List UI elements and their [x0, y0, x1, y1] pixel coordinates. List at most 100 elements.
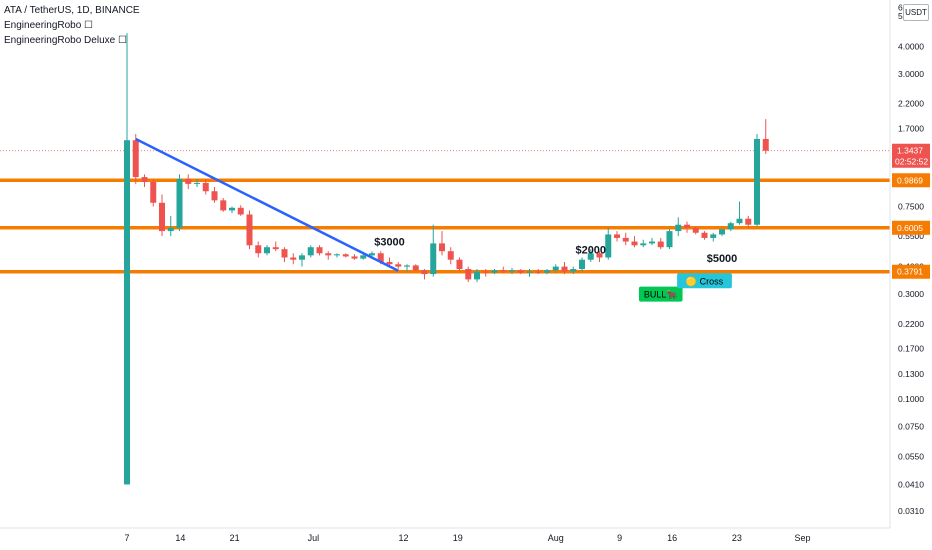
candle[interactable] [342, 254, 349, 257]
candle[interactable] [605, 234, 612, 258]
candle[interactable] [579, 259, 585, 270]
candle[interactable] [159, 202, 165, 232]
candle[interactable] [596, 253, 603, 258]
level-price-tag-box [892, 220, 930, 235]
price-tick-label: 0.0310 [898, 506, 924, 516]
candle[interactable] [657, 241, 664, 248]
date-tick-label: Sep [794, 533, 810, 543]
candle[interactable] [220, 200, 227, 211]
candle[interactable] [762, 138, 769, 151]
candle[interactable] [360, 255, 367, 259]
candle[interactable] [517, 270, 524, 273]
candle[interactable] [395, 264, 402, 267]
candle[interactable] [474, 271, 480, 280]
candle[interactable] [237, 207, 244, 215]
candle[interactable] [377, 253, 384, 262]
candle[interactable] [692, 227, 699, 233]
candle[interactable] [587, 253, 594, 260]
legend: ATA / TetherUS, 1D, BINANCE EngineeringR… [4, 3, 140, 48]
candle[interactable] [675, 224, 682, 232]
symbol-title[interactable]: ATA / TetherUS, 1D, BINANCE [4, 5, 140, 16]
candle[interactable] [255, 245, 262, 254]
candle[interactable] [710, 234, 717, 238]
candle[interactable] [412, 265, 419, 271]
candle[interactable] [404, 265, 410, 267]
date-tick-label: 14 [175, 533, 185, 543]
candle[interactable] [614, 234, 620, 238]
candle[interactable] [185, 178, 192, 184]
date-tick-label: Aug [548, 533, 564, 543]
date-tick-label: 12 [398, 533, 408, 543]
candle[interactable] [535, 271, 542, 273]
candle[interactable] [456, 259, 463, 270]
candle[interactable] [745, 218, 752, 225]
indicator-label-2[interactable]: EngineeringRobo Deluxe ☐ [4, 35, 127, 46]
price-annotation: $3000 [374, 236, 405, 248]
candle[interactable] [325, 253, 332, 256]
candle[interactable] [281, 249, 288, 258]
candle[interactable] [570, 269, 577, 272]
signal-badge[interactable]: 🟡 Cross [677, 273, 732, 289]
candle[interactable] [439, 243, 445, 252]
candle[interactable] [561, 266, 568, 272]
candle[interactable] [465, 269, 472, 280]
candle[interactable] [526, 271, 533, 273]
candle[interactable] [649, 241, 655, 244]
date-tick-label: 19 [453, 533, 463, 543]
candle[interactable] [684, 224, 690, 228]
candle[interactable] [316, 247, 323, 254]
trendline[interactable] [135, 137, 399, 272]
candle[interactable] [622, 237, 629, 242]
price-tick-label: 0.1000 [898, 394, 924, 404]
candle[interactable] [299, 255, 305, 260]
candle[interactable] [307, 247, 314, 256]
candle[interactable] [150, 181, 157, 203]
price-tick-label: 0.0550 [898, 451, 924, 461]
candle[interactable] [132, 140, 139, 178]
price-annotation: $5000 [707, 253, 738, 265]
candle[interactable] [666, 231, 673, 248]
price-tick-label: 0.0750 [898, 422, 924, 432]
candle[interactable] [211, 191, 218, 201]
signal-badge[interactable]: BULL🐂 [638, 286, 683, 302]
candle[interactable] [272, 247, 279, 250]
candle[interactable] [727, 223, 734, 230]
candle[interactable] [246, 214, 253, 246]
candle[interactable] [500, 270, 507, 272]
candle[interactable] [701, 232, 708, 238]
price-tick-label: 0.2200 [898, 319, 924, 329]
date-axis[interactable]: 7 14 21 Jul 12 19 Aug 9 16 23 Sep [0, 527, 890, 543]
candle[interactable] [640, 243, 647, 246]
candle[interactable] [141, 177, 148, 182]
candle[interactable] [124, 140, 130, 485]
candle[interactable] [482, 271, 489, 273]
unit-label[interactable]: USDT [903, 4, 929, 21]
candle[interactable] [736, 218, 743, 224]
candle[interactable] [631, 241, 638, 246]
candle[interactable] [509, 270, 515, 272]
candle[interactable] [719, 229, 725, 235]
candle[interactable] [351, 256, 358, 259]
price-axis[interactable]: 6.00005.50004.00003.00002.20001.70000.75… [889, 0, 930, 528]
candle[interactable] [194, 182, 200, 184]
candle[interactable] [386, 261, 393, 265]
indicator-label-1[interactable]: EngineeringRobo ☐ [4, 20, 94, 31]
candle[interactable] [754, 138, 760, 225]
candle[interactable] [430, 243, 437, 275]
candle[interactable] [421, 270, 428, 275]
candle[interactable] [334, 254, 340, 256]
candle[interactable] [369, 253, 375, 256]
candle[interactable] [544, 270, 550, 273]
date-tick-label: Jul [308, 533, 320, 543]
candle[interactable] [447, 251, 454, 260]
candle[interactable] [290, 257, 297, 260]
signal-badge-box [638, 286, 683, 302]
candle[interactable] [491, 270, 498, 273]
candle[interactable] [552, 266, 559, 271]
candle[interactable] [176, 178, 183, 228]
candle[interactable] [264, 247, 270, 254]
candle[interactable] [202, 182, 209, 192]
candle[interactable] [229, 207, 235, 211]
candle[interactable] [167, 227, 174, 232]
